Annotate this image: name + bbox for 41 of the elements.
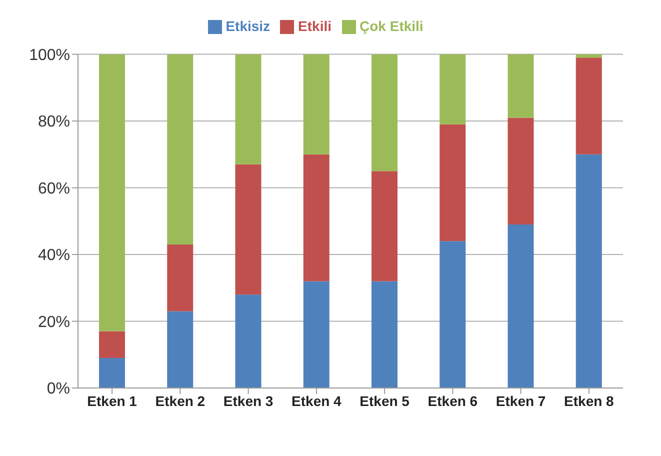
bar: [303, 281, 330, 388]
x-tick-label: Etken 2: [155, 392, 206, 409]
bar: [235, 164, 262, 295]
bar: [303, 154, 330, 282]
y-tick-label: 0%: [46, 380, 70, 398]
x-tick-label: Etken 3: [223, 392, 274, 409]
bar: [508, 224, 534, 388]
x-tick-label: Etken 6: [428, 392, 478, 409]
bar: [372, 171, 398, 282]
x-tick-label: Etken 1: [87, 392, 138, 409]
bar: [167, 54, 194, 245]
x-tick-label: Etken 4: [292, 392, 342, 409]
legend-label: Etkisiz: [226, 18, 270, 34]
bar: [303, 54, 330, 154]
bar: [576, 54, 602, 58]
bar: [372, 281, 398, 388]
bar: [235, 54, 262, 164]
bar: [440, 54, 466, 124]
bar: [576, 154, 602, 388]
y-tick-label: 80%: [38, 114, 70, 131]
y-tick-label: 40%: [38, 247, 70, 264]
bar: [508, 118, 534, 224]
x-tick-label: Etken 8: [564, 392, 614, 409]
y-tick-label: 100%: [29, 46, 70, 64]
bar: [235, 294, 262, 388]
y-tick-label: 60%: [38, 180, 70, 198]
bar: [372, 54, 398, 172]
bar: [99, 331, 125, 358]
y-tick-label: 20%: [38, 314, 70, 331]
bar: [167, 244, 194, 312]
bar: [167, 311, 194, 388]
x-tick-label: Etken 5: [360, 392, 410, 409]
bar: [440, 124, 466, 242]
bar: [99, 358, 125, 388]
bar: [576, 58, 602, 154]
legend-label: Çok Etkili: [360, 18, 424, 34]
bar: [440, 241, 466, 388]
bar: [508, 54, 534, 118]
bar: [99, 54, 125, 332]
legend-label: Etkili: [298, 18, 332, 34]
x-tick-label: Etken 7: [496, 392, 546, 409]
